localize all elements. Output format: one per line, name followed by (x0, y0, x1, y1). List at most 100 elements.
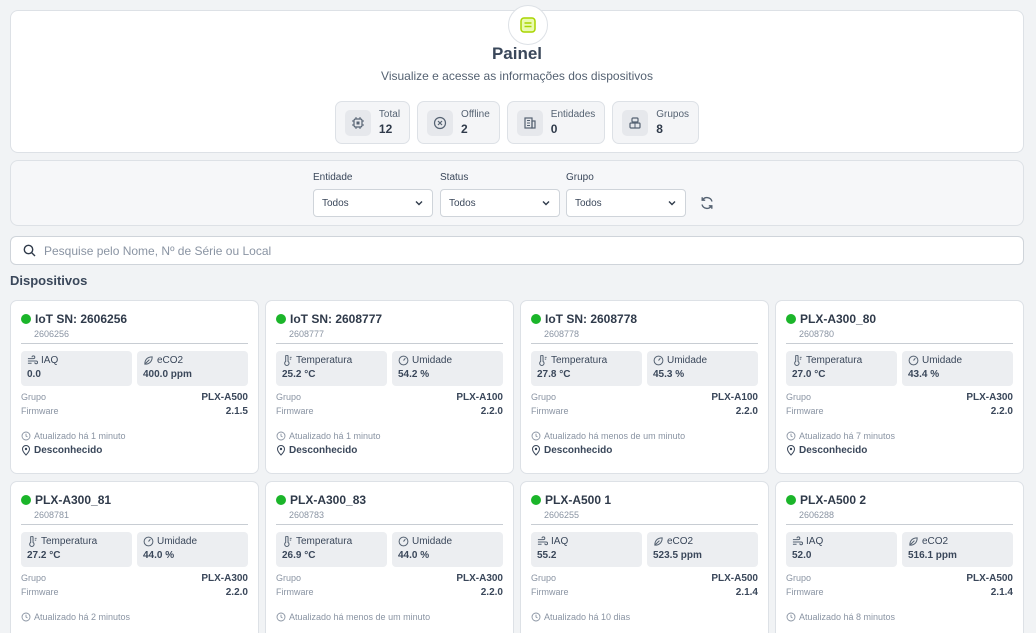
metric-box: eCO2 516.1 ppm (902, 532, 1013, 567)
refresh-button[interactable] (697, 193, 717, 213)
filter-entidade: Entidade Todos (313, 172, 433, 217)
status-dot (786, 314, 796, 324)
device-serial: 2608781 (34, 510, 70, 520)
section-title: Dispositivos (10, 273, 88, 288)
updated-text: Atualizado há menos de um minuto (544, 431, 686, 441)
divider (531, 524, 758, 525)
metric-box: Temperatura 27.2 °C (21, 532, 132, 567)
metric-value: 43.4 % (908, 369, 940, 380)
firmware-label: Firmware (531, 587, 569, 597)
stat-label: Entidades (550, 109, 596, 120)
group-label: Grupo (276, 392, 302, 402)
page-title: Painel (491, 44, 543, 63)
gauge-icon (398, 355, 409, 366)
metric-value: 54.2 % (398, 369, 430, 380)
entidade-select[interactable]: Todos (313, 189, 433, 217)
group-value: PLX-A300 (201, 573, 248, 584)
device-card[interactable]: IoT SN: 2606256 2606256 IAQ 0.0 eCO2 400.0 pp… (10, 300, 259, 474)
location-pin-icon (531, 445, 541, 456)
group-value: PLX-A100 (711, 392, 758, 403)
metric-box: IAQ 0.0 (21, 351, 132, 386)
leaf-icon (908, 536, 919, 547)
divider (21, 343, 248, 344)
status-dot (276, 495, 286, 505)
device-card[interactable]: PLX-A300_80 2608780 Temperatura 27.0 °C Umid… (775, 300, 1024, 474)
divider (276, 524, 503, 525)
metric-value: 55.2 (537, 550, 557, 561)
metric-label: Umidade (412, 536, 453, 547)
panel-badge (508, 5, 548, 45)
metric-value: 27.8 °C (537, 369, 571, 380)
device-serial: 2608783 (289, 510, 325, 520)
stat-label: Total (378, 109, 401, 120)
updated-text: Atualizado há 1 minuto (34, 431, 126, 441)
firmware-value: 2.1.4 (990, 587, 1013, 598)
metric-label: Temperatura (296, 536, 353, 547)
device-card[interactable]: IoT SN: 2608777 2608777 Temperatura 25.2 °C… (265, 300, 514, 474)
device-card[interactable]: PLX-A500 2 2606288 IAQ 52.0 eCO2 516.1 ppm Gru… (775, 481, 1024, 633)
metric-label: IAQ (41, 355, 59, 366)
filter-label: Status (440, 172, 469, 183)
location-text: Desconhecido (34, 445, 103, 456)
firmware-value: 2.1.5 (225, 406, 248, 417)
device-serial: 2606288 (799, 510, 835, 520)
group-label: Grupo (786, 573, 812, 583)
stat-offline: Offline 2 (417, 101, 500, 144)
device-serial: 2606256 (34, 329, 70, 339)
metric-box: IAQ 52.0 (786, 532, 897, 567)
device-name: IoT SN: 2606256 (35, 312, 128, 326)
clock-icon (786, 612, 796, 622)
metric-value: 0.0 (27, 369, 41, 380)
location-pin-icon (276, 445, 286, 456)
device-serial: 2608780 (799, 329, 835, 339)
metric-box: Temperatura 27.8 °C (531, 351, 642, 386)
group-value: PLX-A300 (456, 573, 503, 584)
metric-label: Umidade (667, 355, 708, 366)
metric-value: 523.5 ppm (653, 550, 702, 561)
status-dot (786, 495, 796, 505)
status-dot (531, 495, 541, 505)
dashboard-panel: Painel Visualize e acesse as informações… (10, 5, 1024, 153)
building-icon (516, 109, 543, 136)
status-select[interactable]: Todos (440, 189, 560, 217)
group-label: Grupo (276, 573, 302, 583)
device-name: PLX-A500 2 (800, 493, 867, 507)
metric-value: 516.1 ppm (908, 550, 957, 561)
updated-text: Atualizado há 8 minutos (799, 612, 896, 622)
metric-value: 400.0 ppm (143, 369, 192, 380)
firmware-label: Firmware (531, 406, 569, 416)
grupo-select[interactable]: Todos (566, 189, 686, 217)
group-label: Grupo (786, 392, 812, 402)
device-card[interactable]: PLX-A500 1 2606255 IAQ 55.2 eCO2 523.5 ppm Gru… (520, 481, 769, 633)
firmware-value: 2.1.4 (735, 587, 758, 598)
chevron-down-icon (414, 198, 424, 208)
device-card[interactable]: IoT SN: 2608778 2608778 Temperatura 27.8 °C… (520, 300, 769, 474)
gauge-icon (398, 536, 409, 547)
stat-entidades: Entidades 0 (506, 101, 606, 144)
device-card[interactable]: PLX-A300_81 2608781 Temperatura 27.2 °C Umid… (10, 481, 259, 633)
metric-box: Umidade 54.2 % (392, 351, 503, 386)
location-pin-icon (21, 445, 31, 456)
refresh-icon (699, 195, 715, 211)
metric-label: eCO2 (157, 355, 184, 366)
firmware-label: Firmware (786, 587, 824, 597)
stats-row: Total 12 Offline 2 Entidades 0 (11, 101, 1023, 144)
location-text: Desconhecido (544, 445, 613, 456)
clock-icon (786, 431, 796, 441)
filter-status: Status Todos (440, 172, 560, 217)
clock-icon (21, 612, 31, 622)
group-value: PLX-A500 (201, 392, 248, 403)
filter-label: Entidade (313, 172, 353, 183)
stat-grupos: Grupos 8 (612, 101, 700, 144)
device-card[interactable]: PLX-A300_83 2608783 Temperatura 26.9 °C Umid… (265, 481, 514, 633)
metric-value: 45.3 % (653, 369, 685, 380)
leaf-icon (653, 536, 664, 547)
firmware-label: Firmware (276, 406, 314, 416)
device-serial: 2608778 (544, 329, 580, 339)
device-serial: 2606255 (544, 510, 580, 520)
firmware-value: 2.2.0 (225, 587, 248, 598)
updated-text: Atualizado há 1 minuto (289, 431, 381, 441)
search-input[interactable] (44, 243, 944, 258)
metric-value: 44.0 % (398, 550, 430, 561)
device-name: IoT SN: 2608778 (545, 312, 638, 326)
